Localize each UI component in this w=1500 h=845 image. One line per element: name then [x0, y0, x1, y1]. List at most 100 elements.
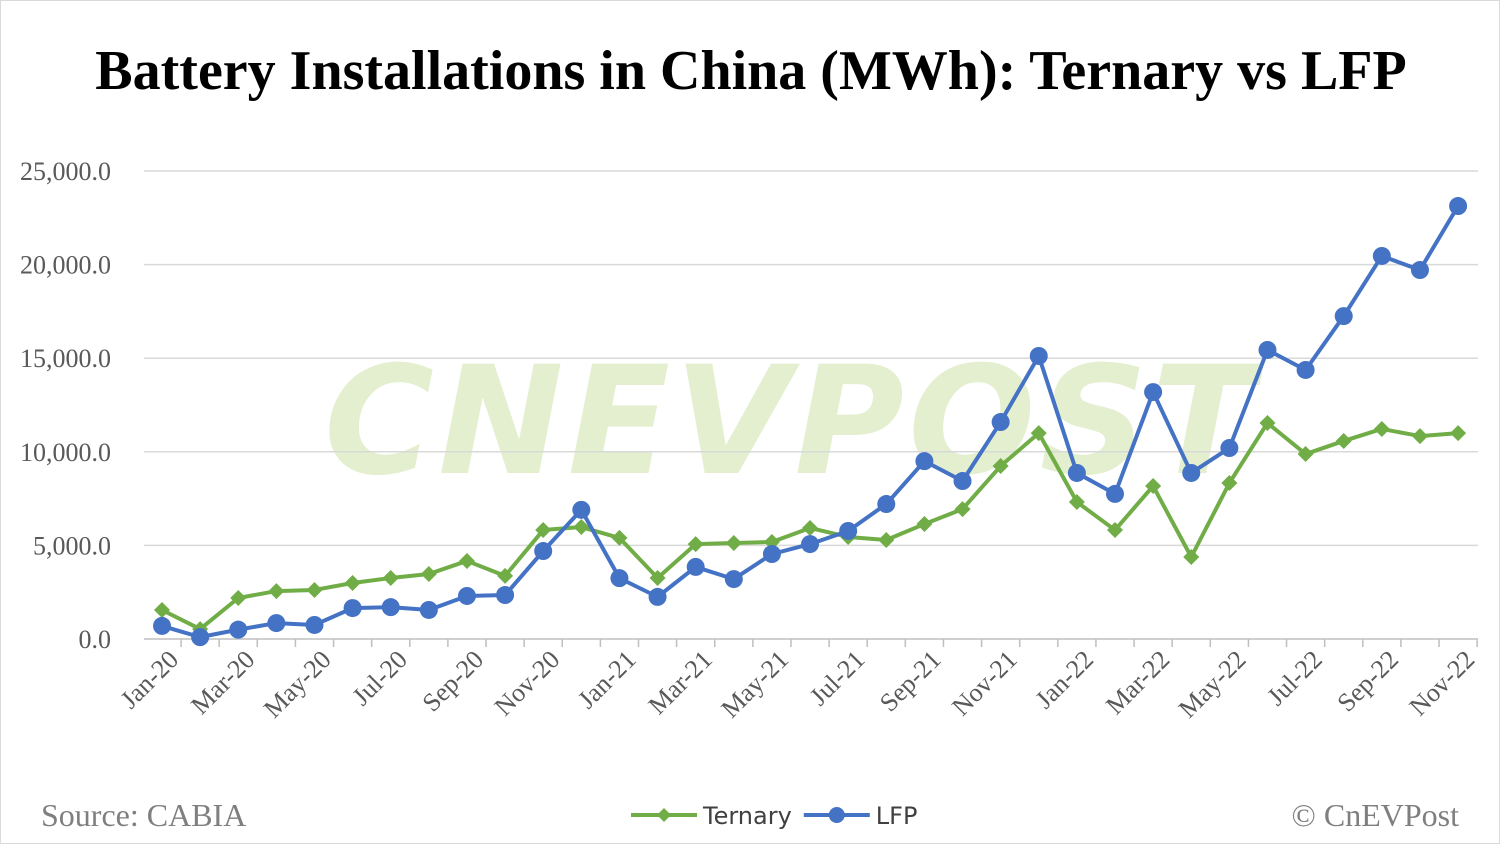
x-tick-label: May-22 — [1173, 645, 1252, 724]
x-tick-label: Sep-20 — [417, 645, 490, 718]
lfp-point — [686, 557, 705, 576]
ternary-point — [1221, 475, 1238, 492]
ternary-point — [611, 529, 628, 546]
lfp-point — [1449, 197, 1468, 216]
x-tick-label: Sep-21 — [874, 645, 947, 718]
x-tick-label: Mar-21 — [643, 645, 718, 720]
y-tick-label: 25,000.0 — [20, 157, 111, 186]
x-tick-label: Nov-21 — [946, 645, 1023, 722]
lfp-point — [572, 500, 591, 519]
ternary-point — [535, 522, 552, 539]
ternary-point — [268, 583, 285, 600]
lfp-point — [877, 495, 896, 514]
lfp-point — [1144, 383, 1163, 402]
ternary-point — [1068, 493, 1085, 510]
ternary-point — [1030, 425, 1047, 442]
legend-label: LFP — [876, 802, 918, 830]
legend-diamond-marker — [657, 808, 671, 822]
lfp-point — [762, 545, 781, 564]
lfp-point — [267, 614, 286, 633]
x-tick-label: May-21 — [715, 645, 794, 724]
lfp-point — [229, 620, 248, 639]
lfp-point — [496, 586, 515, 605]
ternary-point — [878, 531, 895, 548]
ternary-point — [497, 567, 514, 584]
copyright-note: © CnEVPost — [1291, 797, 1459, 833]
ternary-point — [649, 569, 666, 586]
source-note: Source: CABIA — [41, 797, 247, 833]
lfp-point — [1410, 261, 1429, 280]
y-tick-label: 15,000.0 — [20, 344, 111, 373]
x-tick-label: Jul-21 — [804, 645, 870, 711]
lfp-point — [1258, 340, 1277, 359]
chart-title: Battery Installations in China (MWh): Te… — [95, 40, 1407, 102]
ternary-point — [230, 590, 247, 607]
y-tick-label: 10,000.0 — [20, 438, 111, 467]
lfp-point — [1372, 246, 1391, 265]
x-tick-label: Jan-20 — [115, 645, 185, 715]
ternary-point — [1373, 420, 1390, 437]
lfp-point — [1029, 346, 1048, 365]
y-tick-label: 20,000.0 — [20, 251, 111, 280]
lfp-point — [1182, 463, 1201, 482]
ternary-point — [1259, 414, 1276, 431]
ternary-point — [1107, 522, 1123, 539]
lfp-point — [343, 599, 362, 618]
lfp-point — [724, 570, 743, 589]
lfp-point — [457, 586, 476, 605]
x-tick-label: May-20 — [258, 645, 337, 724]
ternary-point — [1335, 432, 1352, 449]
ternary-point — [954, 501, 971, 518]
lfp-point — [419, 600, 438, 619]
legend-label: Ternary — [702, 802, 792, 830]
lfp-point — [915, 452, 934, 471]
lfp-point — [153, 616, 171, 635]
x-tick-label: Mar-22 — [1100, 645, 1175, 720]
lfp-point — [1334, 307, 1353, 326]
ternary-point — [420, 566, 437, 583]
ternary-point — [573, 519, 590, 536]
lfp-point — [1067, 463, 1086, 482]
x-tick-label: Mar-20 — [185, 645, 260, 720]
ternary-point — [687, 536, 704, 553]
lfp-point — [953, 472, 972, 491]
lfp-point — [801, 535, 820, 554]
ternary-point — [344, 575, 361, 592]
ternary-point — [802, 519, 819, 536]
lfp-point — [191, 628, 210, 647]
x-tick-label: Nov-22 — [1404, 645, 1481, 722]
ternary-point — [992, 458, 1009, 475]
ternary-point — [1145, 478, 1162, 495]
lfp-point — [1296, 360, 1315, 379]
lfp-point — [648, 587, 667, 606]
lfp-point — [381, 598, 400, 617]
ternary-point — [1297, 446, 1314, 463]
y-tick-label: 0.0 — [79, 625, 112, 654]
x-tick-label: Jan-21 — [572, 645, 642, 715]
ternary-point — [154, 601, 170, 618]
x-tick-label: Nov-20 — [489, 645, 566, 722]
ternary-point — [1411, 428, 1428, 445]
lfp-point — [305, 615, 324, 634]
legend-circle-marker — [828, 807, 845, 823]
x-tick-label: Jan-22 — [1030, 645, 1100, 715]
ternary-point — [725, 534, 742, 551]
y-tick-label: 5,000.0 — [33, 531, 111, 560]
x-tick-label: Jul-22 — [1261, 645, 1327, 711]
ternary-point — [1183, 549, 1200, 566]
ternary-point — [306, 581, 323, 598]
ternary-point — [916, 516, 933, 533]
x-tick-label: Jul-20 — [346, 645, 412, 711]
watermark-logo: CNEVPOST — [324, 335, 1265, 509]
ternary-point — [458, 552, 475, 569]
lfp-point — [1220, 439, 1239, 458]
ternary-point — [1450, 425, 1467, 442]
x-tick-label: Sep-22 — [1331, 645, 1404, 718]
lfp-point — [610, 569, 629, 588]
lfp-point — [839, 521, 858, 540]
lfp-point — [534, 542, 553, 561]
ternary-point — [382, 569, 399, 586]
lfp-point — [991, 413, 1010, 432]
lfp-point — [1106, 484, 1124, 503]
